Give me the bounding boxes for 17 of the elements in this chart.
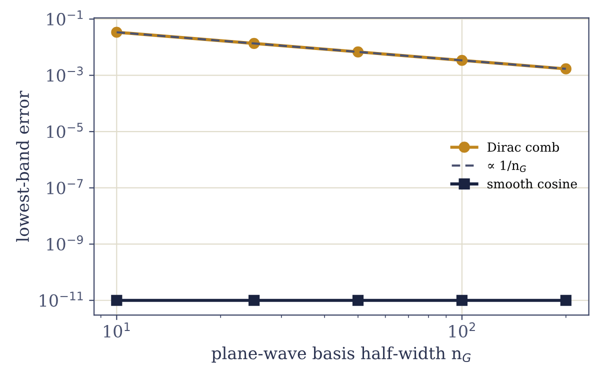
y-tick-label: 10$^{−11}$ — [40, 292, 83, 307]
legend-label: Dirac comb — [488, 142, 559, 152]
x-axis-title: plane-wave basis half-width n$_{G}$ — [212, 346, 471, 363]
y-tick-label: 10$^{−7}$ — [47, 179, 83, 194]
y-tick-label: 10$^{−1}$ — [47, 10, 83, 26]
x-tick-label: 10$^{1}$ — [104, 322, 130, 338]
legend-label: ∝ 1/n$_{G}$ — [488, 160, 526, 172]
y-tick-label: 10$^{−9}$ — [47, 235, 83, 251]
x-tick-label: 10$^{2}$ — [449, 322, 475, 338]
y-tick-label: 10$^{−3}$ — [47, 66, 83, 82]
legend-label: smooth cosine — [488, 178, 577, 188]
point — [352, 294, 364, 306]
point — [456, 294, 468, 306]
y-axis-title: lowest-band error — [16, 90, 30, 242]
y-tick-label: 10$^{−5}$ — [47, 122, 83, 138]
point — [248, 294, 260, 306]
point — [560, 294, 572, 306]
